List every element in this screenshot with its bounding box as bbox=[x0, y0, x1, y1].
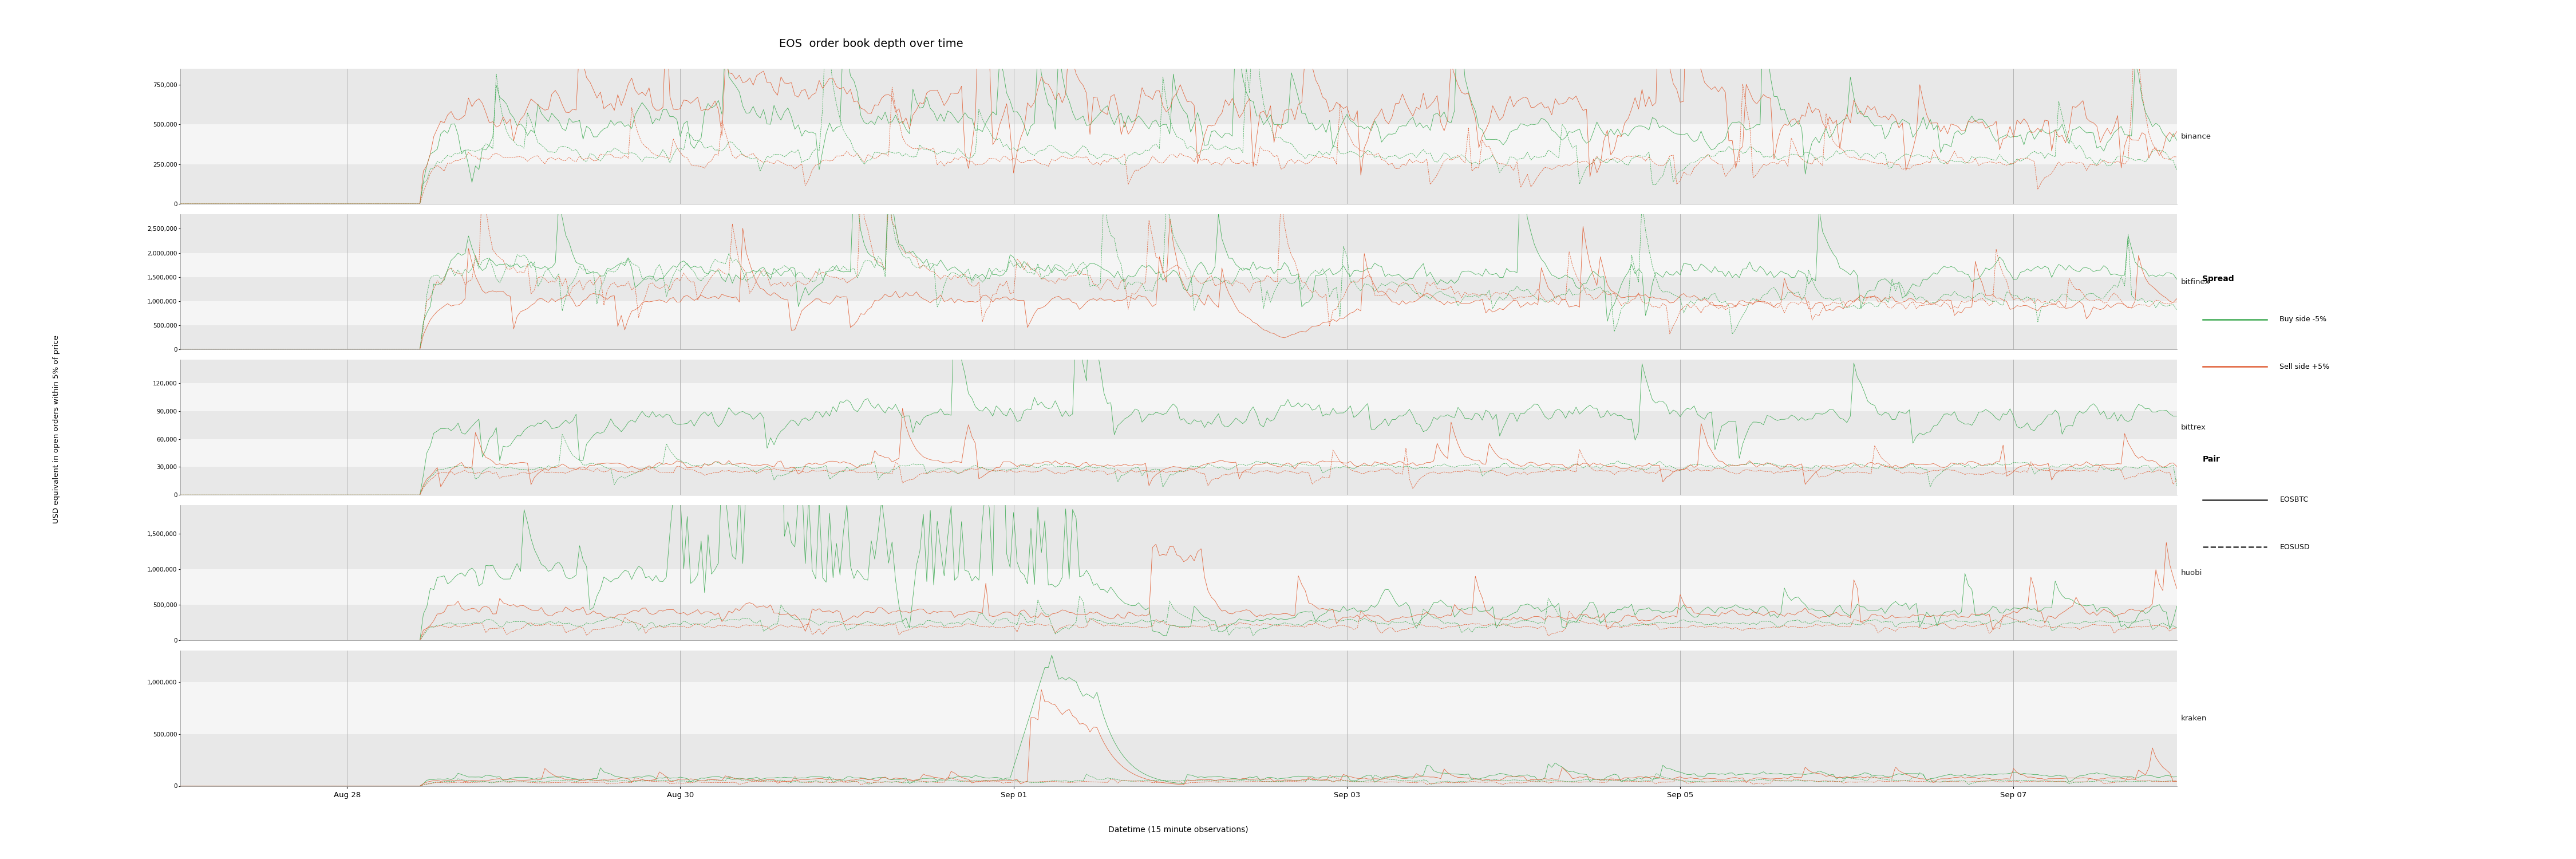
Bar bbox=[180, 570, 2177, 605]
Text: EOS  order book depth over time: EOS order book depth over time bbox=[778, 39, 963, 50]
Bar bbox=[180, 164, 2177, 204]
Bar bbox=[180, 439, 2177, 467]
Text: USD equivalent in open orders within 5% of price: USD equivalent in open orders within 5% … bbox=[54, 335, 59, 524]
Bar bbox=[180, 228, 2177, 253]
Text: Buy side -5%: Buy side -5% bbox=[2280, 316, 2326, 323]
Text: bitfinex: bitfinex bbox=[2182, 278, 2210, 285]
Bar bbox=[180, 383, 2177, 411]
Text: Sell side +5%: Sell side +5% bbox=[2280, 363, 2329, 370]
Bar bbox=[180, 734, 2177, 786]
Bar bbox=[180, 277, 2177, 302]
Text: EOSUSD: EOSUSD bbox=[2280, 544, 2311, 551]
Text: Spread: Spread bbox=[2202, 275, 2233, 283]
Bar bbox=[180, 326, 2177, 350]
Bar bbox=[180, 467, 2177, 495]
Bar bbox=[180, 302, 2177, 326]
Text: kraken: kraken bbox=[2182, 715, 2208, 722]
Bar bbox=[180, 605, 2177, 641]
Text: huobi: huobi bbox=[2182, 570, 2202, 576]
Text: Pair: Pair bbox=[2202, 455, 2221, 463]
Text: EOSBTC: EOSBTC bbox=[2280, 497, 2308, 503]
Text: Datetime (15 minute observations): Datetime (15 minute observations) bbox=[1108, 825, 1249, 833]
Text: bittrex: bittrex bbox=[2182, 423, 2205, 431]
Bar bbox=[180, 533, 2177, 570]
Bar bbox=[180, 411, 2177, 439]
Text: binance: binance bbox=[2182, 132, 2210, 140]
Bar bbox=[180, 253, 2177, 277]
Bar bbox=[180, 125, 2177, 164]
Bar bbox=[180, 682, 2177, 734]
Bar bbox=[180, 85, 2177, 125]
